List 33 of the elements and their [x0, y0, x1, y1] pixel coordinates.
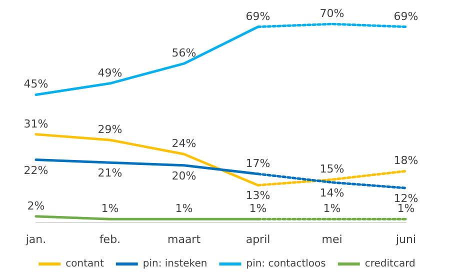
data-label: 56%	[172, 46, 196, 60]
legend-label: creditcard	[364, 258, 416, 270]
data-label: 20%	[172, 169, 196, 182]
data-label: 14%	[320, 186, 344, 200]
x-tick-label: mei	[322, 233, 342, 246]
x-tick-label: maart	[167, 233, 202, 246]
data-label: 1%	[249, 202, 267, 216]
data-label: 13%	[246, 189, 270, 202]
data-label: 29%	[98, 122, 122, 136]
legend-label: pin: insteken	[142, 258, 208, 270]
data-label: 2%	[27, 199, 45, 212]
data-label: 21%	[98, 166, 122, 180]
data-label: 45%	[24, 78, 48, 91]
data-label: 22%	[24, 164, 48, 177]
legend-label: pin: contactloos	[246, 258, 326, 270]
legend-label: contant	[66, 258, 104, 270]
data-label: 15%	[320, 162, 344, 176]
data-label: 69%	[246, 10, 270, 23]
x-tick-label: april	[246, 233, 270, 246]
data-label: 49%	[98, 66, 122, 80]
data-label: 70%	[320, 7, 344, 20]
data-label: 69%	[394, 10, 418, 23]
data-label: 18%	[394, 154, 418, 168]
x-tick-label: jan.	[24, 233, 46, 246]
data-label: 17%	[246, 156, 270, 170]
x-tick-label: juni	[394, 233, 416, 246]
data-label: 1%	[397, 202, 415, 216]
data-label: 31%	[24, 117, 48, 130]
data-label: 1%	[323, 202, 341, 216]
x-tick-label: feb.	[99, 233, 121, 246]
data-label: 24%	[172, 137, 196, 150]
data-label: 1%	[175, 202, 193, 216]
data-label: 1%	[101, 202, 119, 216]
